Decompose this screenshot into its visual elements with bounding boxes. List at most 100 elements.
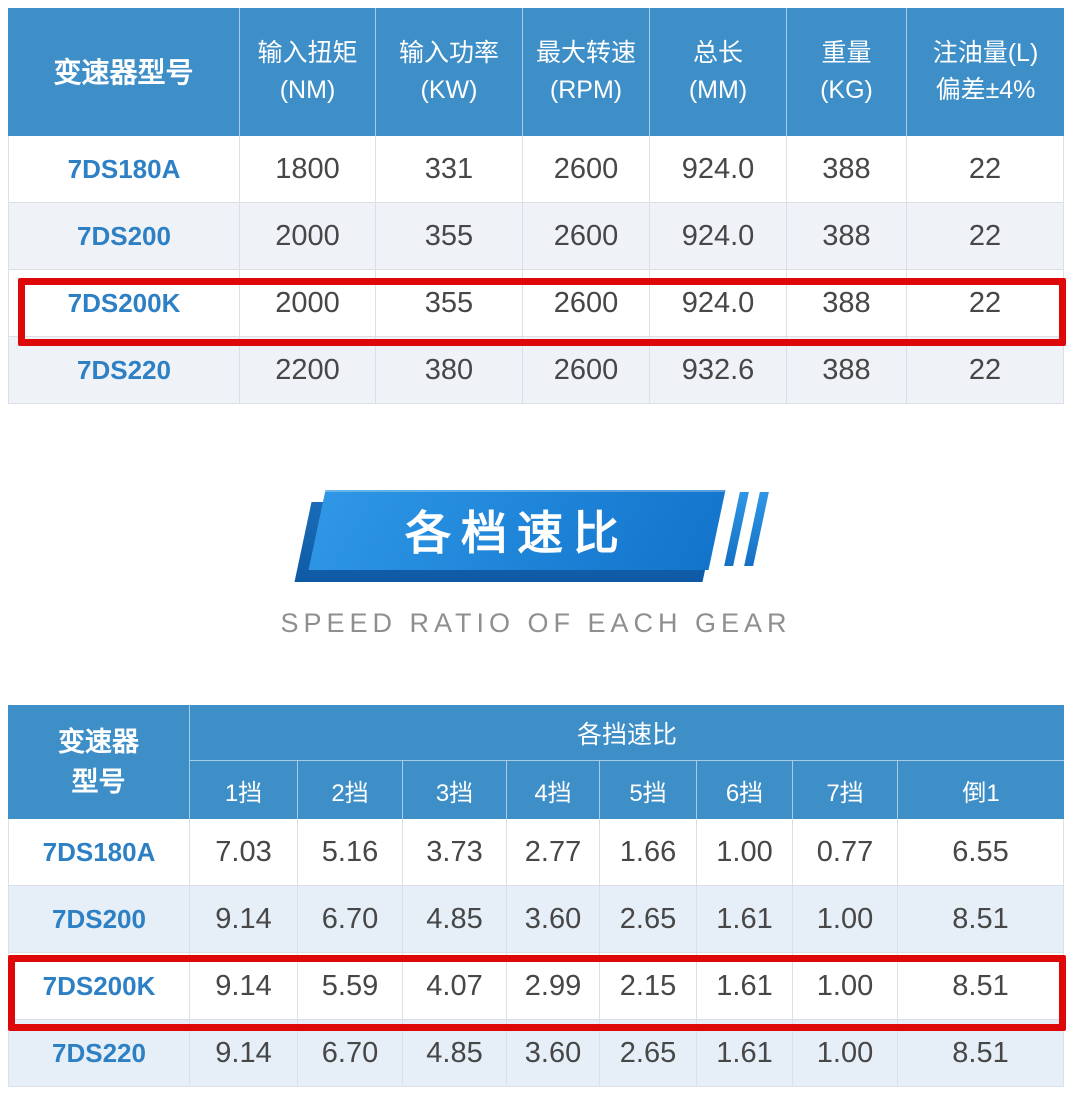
ratio-cell: 5.59 (298, 953, 403, 1020)
spec-row-7ds180a: 7DS180A 1800 331 2600 924.0 388 22 (8, 136, 1064, 203)
spec-header-power: 输入功率 (KW) (376, 8, 523, 136)
model-cell: 7DS220 (8, 1020, 190, 1087)
value-cell: 2000 (240, 270, 376, 337)
header-unit: (RPM) (549, 76, 623, 104)
header-text: 总长 (692, 39, 743, 67)
ratio-cell: 8.51 (898, 886, 1065, 953)
header-unit: (KG) (820, 76, 873, 104)
value-cell: 2200 (240, 337, 376, 404)
banner-art: 各档速比 (8, 486, 1064, 586)
header-text: 输入扭矩 (257, 39, 358, 67)
section-banner: 各档速比 SPEED RATIO OF EACH GEAR (8, 486, 1064, 639)
model-cell: 7DS200K (8, 270, 240, 337)
model-cell: 7DS220 (8, 337, 240, 404)
value-cell: 924.0 (650, 203, 787, 270)
spec-row-7ds200k-highlighted: 7DS200K 2000 355 2600 924.0 388 22 (8, 270, 1064, 337)
ratio-header-gear-row: 1挡 2挡 3挡 4挡 5挡 6挡 7挡 倒1 (8, 761, 1065, 819)
spec-header-maxspeed: 最大转速 (RPM) (523, 8, 650, 136)
ratio-table-section: 变速器 型号 各挡速比 1挡 2挡 3挡 4挡 5挡 6挡 7挡 倒1 (8, 705, 1066, 1087)
ratio-cell: 4.07 (403, 953, 507, 1020)
value-cell: 380 (376, 337, 523, 404)
value-cell: 388 (787, 270, 907, 337)
value-cell: 22 (907, 136, 1064, 203)
spec-table-section: 变速器型号 输入扭矩 (NM) 输入功率 (KW) 最大转速 (RPM) (8, 8, 1066, 404)
model-cell: 7DS200 (8, 886, 190, 953)
spec-header-weight: 重量 (KG) (787, 8, 907, 136)
ratio-cell: 2.15 (600, 953, 697, 1020)
value-cell: 22 (907, 203, 1064, 270)
banner-stripe-icon (744, 492, 769, 566)
banner-title-plate: 各档速比 (308, 490, 726, 570)
value-cell: 924.0 (650, 136, 787, 203)
ratio-cell: 0.77 (793, 819, 898, 886)
gear-header-4: 4挡 (507, 761, 600, 819)
ratio-cell: 9.14 (190, 1020, 298, 1087)
ratio-cell: 1.00 (793, 1020, 898, 1087)
gear-header-5: 5挡 (600, 761, 697, 819)
ratio-cell: 5.16 (298, 819, 403, 886)
banner-title: 各档速比 (405, 507, 629, 559)
value-cell: 2600 (523, 203, 650, 270)
spec-header-row: 变速器型号 输入扭矩 (NM) 输入功率 (KW) 最大转速 (RPM) (8, 8, 1064, 136)
ratio-cell: 1.00 (793, 953, 898, 1020)
gear-header-6: 6挡 (697, 761, 793, 819)
gear-header-7: 7挡 (793, 761, 898, 819)
model-cell: 7DS180A (8, 819, 190, 886)
banner-subtitle: SPEED RATIO OF EACH GEAR (280, 608, 792, 638)
value-cell: 2000 (240, 203, 376, 270)
header-text: 重量 (821, 39, 872, 67)
spec-header-torque: 输入扭矩 (NM) (240, 8, 376, 136)
value-cell: 924.0 (650, 270, 787, 337)
ratio-cell: 9.14 (190, 953, 298, 1020)
spec-row-7ds220: 7DS220 2200 380 2600 932.6 388 22 (8, 337, 1064, 404)
ratio-header-group: 各挡速比 (190, 705, 1065, 761)
ratio-header-model: 变速器 型号 (8, 705, 190, 819)
ratio-cell: 2.77 (507, 819, 600, 886)
ratio-cell: 8.51 (898, 953, 1065, 1020)
ratio-cell: 9.14 (190, 886, 298, 953)
ratio-cell: 3.60 (507, 886, 600, 953)
value-cell: 388 (787, 203, 907, 270)
value-cell: 331 (376, 136, 523, 203)
gear-header-2: 2挡 (298, 761, 403, 819)
ratio-cell: 2.99 (507, 953, 600, 1020)
spec-table: 变速器型号 输入扭矩 (NM) 输入功率 (KW) 最大转速 (RPM) (8, 8, 1064, 404)
model-cell: 7DS200K (8, 953, 190, 1020)
model-cell: 7DS180A (8, 136, 240, 203)
ratio-cell: 2.65 (600, 886, 697, 953)
ratio-cell: 1.61 (697, 1020, 793, 1087)
header-text: 变速器 (58, 727, 139, 757)
value-cell: 355 (376, 203, 523, 270)
spec-header-length: 总长 (MM) (650, 8, 787, 136)
value-cell: 2600 (523, 270, 650, 337)
value-cell: 22 (907, 337, 1064, 404)
value-cell: 932.6 (650, 337, 787, 404)
header-text: 输入功率 (398, 39, 499, 67)
ratio-row-7ds180a: 7DS180A 7.03 5.16 3.73 2.77 1.66 1.00 0.… (8, 819, 1065, 886)
ratio-cell: 6.70 (298, 1020, 403, 1087)
header-text: 注油量(L) (932, 39, 1039, 67)
ratio-cell: 6.55 (898, 819, 1065, 886)
header-text: 变速器型号 (53, 56, 194, 88)
ratio-cell: 1.61 (697, 886, 793, 953)
gear-header-reverse: 倒1 (898, 761, 1065, 819)
ratio-cell: 4.85 (403, 1020, 507, 1087)
ratio-cell: 3.73 (403, 819, 507, 886)
spec-row-7ds200: 7DS200 2000 355 2600 924.0 388 22 (8, 203, 1064, 270)
ratio-cell: 1.61 (697, 953, 793, 1020)
header-text: 型号 (71, 767, 126, 797)
ratio-cell: 8.51 (898, 1020, 1065, 1087)
gear-header-1: 1挡 (190, 761, 298, 819)
header-unit: (NM) (279, 76, 336, 104)
value-cell: 388 (787, 337, 907, 404)
model-cell: 7DS200 (8, 203, 240, 270)
ratio-row-7ds200k-highlighted: 7DS200K 9.14 5.59 4.07 2.99 2.15 1.61 1.… (8, 953, 1065, 1020)
value-cell: 1800 (240, 136, 376, 203)
value-cell: 22 (907, 270, 1064, 337)
header-unit: (KW) (420, 76, 478, 104)
gear-header-3: 3挡 (403, 761, 507, 819)
ratio-header-group-row: 变速器 型号 各挡速比 (8, 705, 1065, 819)
spec-header-oil: 注油量(L) 偏差±4% (907, 8, 1064, 136)
ratio-cell: 6.70 (298, 886, 403, 953)
spec-header-model: 变速器型号 (8, 8, 240, 136)
